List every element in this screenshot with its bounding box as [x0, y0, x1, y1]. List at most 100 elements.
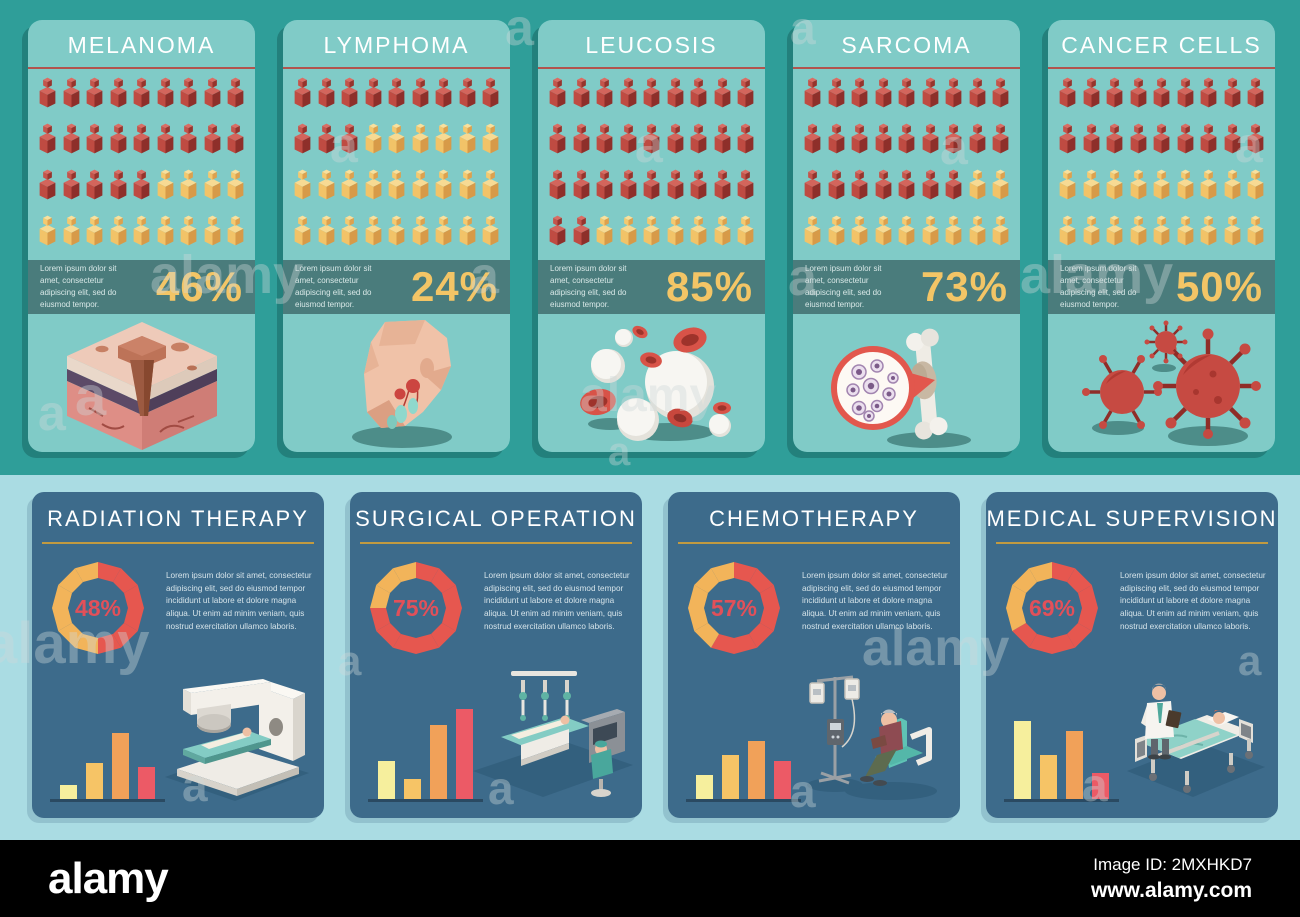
person-icon-affected [990, 122, 1011, 155]
person-icon-affected [665, 168, 686, 201]
percentage-value: 50% [1175, 263, 1263, 310]
person-icon-affected [920, 122, 941, 155]
person-icon-normal [155, 214, 176, 247]
head-lymph-nodes-illustration [283, 314, 510, 452]
person-icon-affected [225, 122, 246, 155]
title-divider [1048, 67, 1275, 69]
person-icon-affected [826, 76, 847, 109]
skin-cross-section-illustration [28, 314, 255, 452]
person-icon-affected [1222, 76, 1243, 109]
person-icon-affected [202, 122, 223, 155]
title-divider [28, 67, 255, 69]
donut-percentage: 57% [710, 594, 758, 621]
person-icon-normal [1175, 168, 1196, 201]
title-divider [360, 542, 632, 544]
person-icon-affected [688, 76, 709, 109]
person-icon-affected [873, 168, 894, 201]
person-icon-affected [225, 76, 246, 109]
donut-percentage: 48% [74, 594, 122, 621]
person-icon-normal [1222, 214, 1243, 247]
person-icon-normal [433, 214, 454, 247]
person-icon-affected [1104, 122, 1125, 155]
person-icon-affected [802, 122, 823, 155]
person-icon-normal [410, 122, 431, 155]
person-icon-normal [688, 214, 709, 247]
leucosis-card: LEUCOSIS [538, 20, 765, 452]
person-icon-normal [178, 168, 199, 201]
person-icon-normal [1151, 168, 1172, 201]
person-icon-normal [292, 214, 313, 247]
alamy-logo: alamy [48, 853, 169, 903]
card-title: MELANOMA [67, 32, 216, 58]
person-icon-normal [641, 214, 662, 247]
bar [456, 709, 473, 799]
person-icon-normal [410, 214, 431, 247]
person-icon-affected [802, 168, 823, 201]
person-icon-affected [37, 76, 58, 109]
person-icon-affected [547, 76, 568, 109]
alamy-url: www.alamy.com [1090, 878, 1252, 902]
person-icon-normal [1245, 168, 1266, 201]
person-icon-normal [225, 168, 246, 201]
description-text: Lorem ipsum dolor sit amet, consectetur … [40, 264, 117, 309]
donut-percentage: 69% [1028, 594, 1076, 621]
person-icon-affected [1081, 122, 1102, 155]
person-icon-affected [618, 76, 639, 109]
description-text: Lorem ipsum dolor sit amet, consectetur … [802, 571, 948, 631]
title-divider [538, 67, 765, 69]
person-icon-normal [37, 214, 58, 247]
pictogram-row [802, 168, 1011, 214]
person-icon-affected [1104, 76, 1125, 109]
person-icon-normal [178, 214, 199, 247]
bar-chart [1004, 707, 1119, 802]
stats-band: Lorem ipsum dolor sit amet, consectetur … [28, 260, 255, 314]
bar [748, 741, 765, 799]
card-title: CHEMOTHERAPY [709, 506, 919, 531]
person-icon-affected [873, 122, 894, 155]
person-icon-affected [849, 76, 870, 109]
person-icon-affected [1175, 76, 1196, 109]
pictogram-row [1057, 168, 1266, 214]
donut-percentage: 75% [392, 594, 440, 621]
person-icon-normal [1128, 168, 1149, 201]
pictogram-row [547, 122, 756, 168]
pictogram-row [802, 122, 1011, 168]
person-icon-affected [316, 76, 337, 109]
bar [1092, 773, 1109, 799]
pictogram-row [547, 214, 756, 260]
person-icon-normal [1175, 214, 1196, 247]
person-icon-affected [618, 168, 639, 201]
person-icon-affected [571, 122, 592, 155]
person-icon-normal [363, 214, 384, 247]
person-icon-affected [1198, 122, 1219, 155]
person-icon-normal [849, 214, 870, 247]
population-pictogram [1057, 76, 1266, 262]
radiation-therapy-card: RADIATION THERAPY 48% Lorem ipsum dolor … [32, 492, 324, 818]
person-icon-normal [1222, 168, 1243, 201]
medical-supervision-card: MEDICAL SUPERVISION 69% Lorem ipsum dolo… [986, 492, 1278, 818]
pictogram-row [292, 122, 501, 168]
person-icon-affected [37, 168, 58, 201]
person-icon-affected [547, 168, 568, 201]
pictogram-row [292, 168, 501, 214]
person-icon-affected [1151, 76, 1172, 109]
person-icon-normal [1081, 214, 1102, 247]
person-icon-affected [202, 76, 223, 109]
person-icon-affected [547, 122, 568, 155]
person-icon-affected [943, 76, 964, 109]
card-title: LEUCOSIS [585, 32, 718, 58]
person-icon-affected [108, 168, 129, 201]
person-icon-affected [131, 168, 152, 201]
person-icon-affected [1057, 76, 1078, 109]
pictogram-row [37, 214, 246, 260]
person-icon-normal [802, 214, 823, 247]
person-icon-normal [457, 122, 478, 155]
person-icon-affected [155, 122, 176, 155]
person-icon-affected [641, 122, 662, 155]
pictogram-row [292, 214, 501, 260]
pictogram-row [547, 168, 756, 214]
person-icon-normal [1057, 168, 1078, 201]
person-icon-affected [547, 214, 568, 247]
person-icon-normal [1128, 214, 1149, 247]
person-icon-affected [802, 76, 823, 109]
